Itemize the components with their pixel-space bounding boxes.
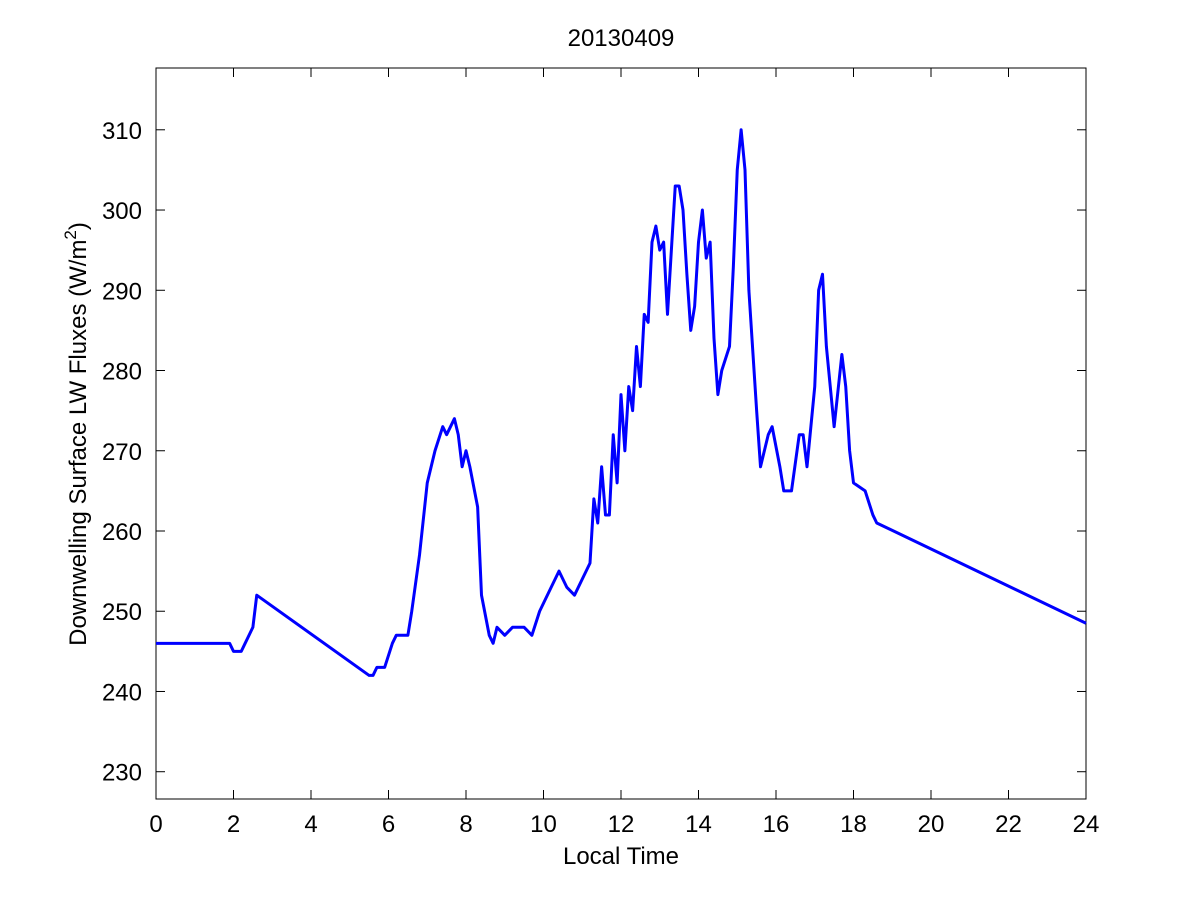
y-tick-label: 280 [102,359,142,386]
y-axis-label: Downwelling Surface LW Fluxes (W/m2) [61,222,92,646]
x-tick-label: 6 [382,811,395,838]
y-tick-label: 240 [102,679,142,706]
x-tick-label: 2 [227,811,240,838]
x-tick-label: 22 [995,811,1022,838]
chart-title: 20130409 [568,25,675,52]
x-tick-label: 4 [304,811,317,838]
x-tick-label: 8 [459,811,472,838]
y-tick-label: 270 [102,439,142,466]
y-tick-label: 230 [102,760,142,787]
x-tick-label: 16 [763,811,790,838]
plot-box [155,67,1087,800]
y-tick-label: 300 [102,198,142,225]
x-tick-label: 18 [840,811,867,838]
x-tick-label: 14 [685,811,712,838]
y-tick-label: 260 [102,519,142,546]
y-tick-label: 310 [102,118,142,145]
y-label-superscript: 2 [61,230,80,239]
x-tick-label: 0 [149,811,162,838]
x-tick-label: 10 [530,811,557,838]
y-label-text: Downwelling Surface LW Fluxes (W/m [65,240,92,646]
y-label-suffix: ) [65,222,92,230]
x-tick-label: 24 [1073,811,1100,838]
x-tick-label: 20 [918,811,945,838]
x-axis-label: Local Time [563,843,679,870]
y-tick-label: 250 [102,599,142,626]
x-tick-label: 12 [608,811,635,838]
y-tick-label: 290 [102,278,142,305]
data-line [156,128,1087,677]
